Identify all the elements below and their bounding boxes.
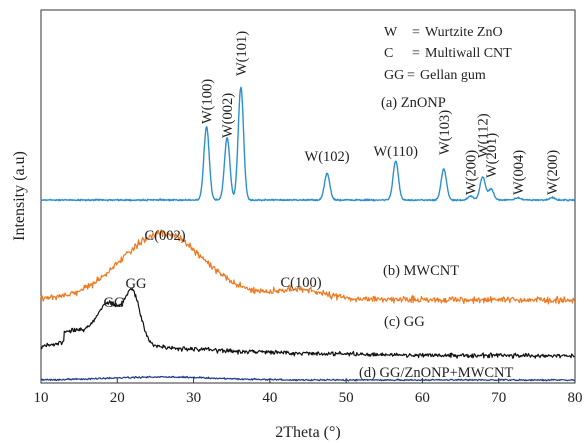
peak-label: W(103) [437, 110, 453, 155]
series-layer [40, 86, 576, 382]
plot-frame [40, 9, 576, 384]
peak-label: W(110) [373, 144, 418, 160]
peak-label: W(102) [305, 149, 350, 165]
peak-label: W(002) [220, 93, 236, 138]
legend-key: GG [384, 68, 404, 83]
x-tick-label: 20 [110, 390, 125, 406]
series-line [40, 229, 576, 305]
series-label: (d) GG/ZnONP+MWCNT [359, 365, 514, 381]
x-tick-label: 50 [339, 390, 354, 406]
peak-label: C(002) [144, 228, 185, 244]
x-tick-label: 30 [186, 390, 201, 406]
series-line [40, 287, 575, 359]
x-tick-label: 70 [491, 390, 506, 406]
legend-key: W [384, 25, 398, 40]
y-axis-title: Intensity (a.u) [11, 151, 28, 241]
series-line [40, 86, 576, 202]
peak-label: W(200) [463, 150, 479, 195]
legend-key: C [384, 46, 393, 61]
x-tick-label: 60 [415, 390, 430, 406]
peak-label: GG [104, 295, 125, 311]
series-label: (c) GG [384, 314, 425, 330]
legend-text: Multiwall CNT [425, 46, 512, 61]
peak-label: W(100) [200, 79, 216, 124]
peak-annotations: (a) ZnONP (b) MWCNT (c) GG (d) GG/ZnONP+MWC… [104, 31, 562, 381]
legend-sep: = [412, 25, 420, 40]
peak-label: W(101) [234, 31, 250, 76]
x-axis: 10 20 30 40 50 60 70 80 [34, 378, 583, 406]
peak-label: GG [126, 276, 147, 292]
legend-text: Gellan gum [420, 68, 486, 83]
peak-label: W(200) [545, 150, 561, 195]
x-tick-label: 80 [568, 390, 583, 406]
series-label: (b) MWCNT [383, 263, 459, 279]
legend-text: Wurtzite ZnO [425, 25, 503, 40]
x-tick-label: 10 [34, 390, 49, 406]
x-tick-label: 40 [262, 390, 277, 406]
series-line [40, 375, 575, 382]
peak-label: W(004) [511, 150, 527, 195]
peak-label: C(100) [280, 275, 321, 291]
peak-label: W(112) [476, 113, 492, 158]
legend-sep: = [412, 46, 420, 61]
series-label: (a) ZnONP [381, 95, 446, 111]
peak-label: W(201) [484, 133, 500, 178]
x-axis-title: 2Theta (°) [275, 424, 340, 441]
legend-sep: = [407, 68, 415, 83]
